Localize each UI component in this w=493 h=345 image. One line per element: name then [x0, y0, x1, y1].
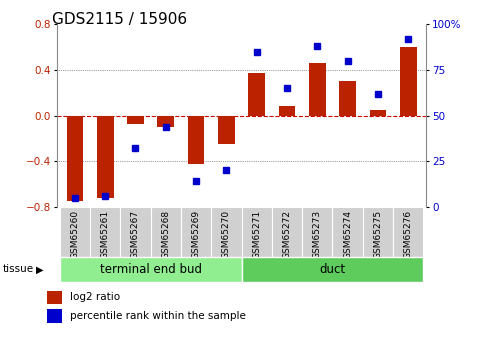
- Bar: [151, 207, 181, 257]
- Bar: [393, 207, 423, 257]
- Bar: [332, 207, 363, 257]
- Text: log2 ratio: log2 ratio: [70, 292, 120, 302]
- Bar: [97, 116, 113, 198]
- Bar: [242, 207, 272, 257]
- Bar: [272, 207, 302, 257]
- Text: GSM65271: GSM65271: [252, 209, 261, 259]
- Text: GSM65275: GSM65275: [374, 209, 383, 259]
- Bar: [370, 110, 387, 116]
- Bar: [60, 257, 242, 282]
- Bar: [60, 207, 90, 257]
- Text: GSM65273: GSM65273: [313, 209, 322, 259]
- Text: duct: duct: [319, 263, 346, 276]
- Bar: [339, 81, 356, 116]
- Bar: [242, 257, 423, 282]
- Text: GDS2115 / 15906: GDS2115 / 15906: [52, 12, 187, 27]
- Bar: [279, 106, 295, 116]
- Text: GSM65272: GSM65272: [282, 209, 291, 258]
- Text: GSM65270: GSM65270: [222, 209, 231, 259]
- Bar: [218, 116, 235, 144]
- Bar: [47, 291, 62, 304]
- Bar: [67, 116, 83, 201]
- Text: GSM65268: GSM65268: [161, 209, 170, 259]
- Bar: [309, 63, 326, 116]
- Bar: [211, 207, 242, 257]
- Bar: [157, 116, 174, 127]
- Text: terminal end bud: terminal end bud: [100, 263, 202, 276]
- Bar: [120, 207, 151, 257]
- Bar: [363, 207, 393, 257]
- Text: GSM65261: GSM65261: [101, 209, 109, 259]
- Bar: [188, 116, 205, 164]
- Text: GSM65267: GSM65267: [131, 209, 140, 259]
- Bar: [302, 207, 332, 257]
- Bar: [47, 309, 62, 323]
- Bar: [181, 207, 211, 257]
- Text: GSM65260: GSM65260: [70, 209, 79, 259]
- Text: ▶: ▶: [35, 265, 43, 274]
- Bar: [127, 116, 144, 124]
- Bar: [400, 47, 417, 116]
- Text: GSM65269: GSM65269: [192, 209, 201, 259]
- Bar: [248, 73, 265, 116]
- Text: percentile rank within the sample: percentile rank within the sample: [70, 311, 246, 321]
- Bar: [90, 207, 120, 257]
- Text: GSM65274: GSM65274: [343, 209, 352, 258]
- Text: GSM65276: GSM65276: [404, 209, 413, 259]
- Text: tissue: tissue: [2, 265, 34, 274]
